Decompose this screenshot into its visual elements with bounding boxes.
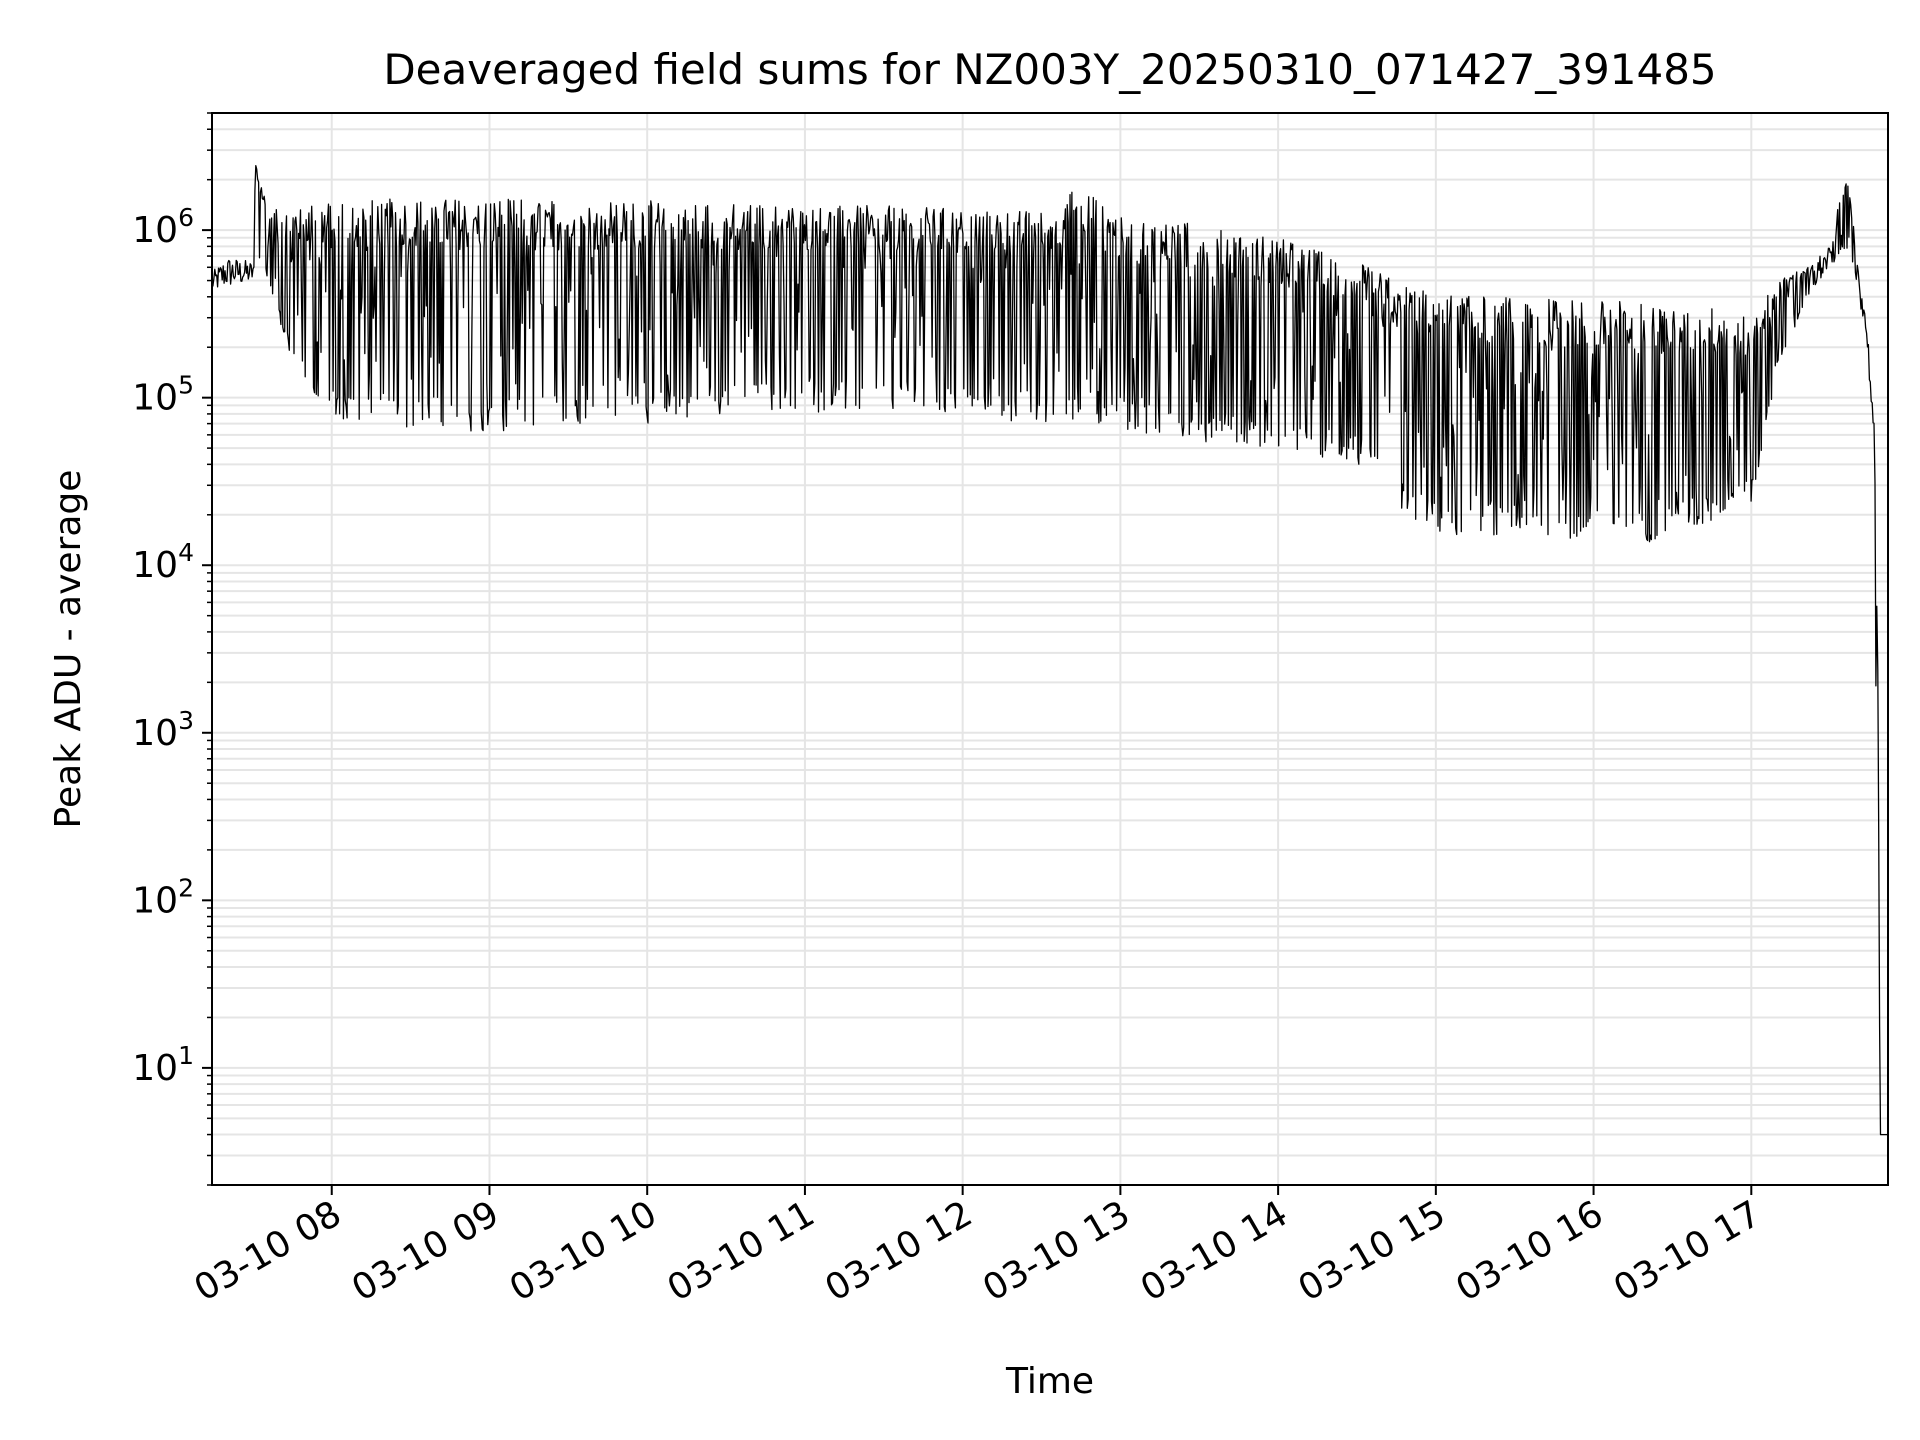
y-axis-label: Peak ADU - average <box>48 470 89 829</box>
y-tick-label-base: 10 <box>132 210 178 251</box>
y-tick-label: 104 <box>132 538 194 586</box>
x-axis-label: Time <box>1005 1361 1094 1402</box>
y-tick-label-exponent: 2 <box>178 873 194 902</box>
y-tick-label: 102 <box>132 873 194 921</box>
y-tick-label: 101 <box>132 1041 194 1089</box>
y-tick-label-exponent: 6 <box>178 203 194 232</box>
y-tick-label: 103 <box>132 706 194 754</box>
y-tick-label-base: 10 <box>132 880 178 921</box>
chart-title: Deaveraged field sums for NZ003Y_2025031… <box>383 45 1716 94</box>
series-trace <box>211 164 1888 1136</box>
axes-frame <box>211 112 1889 1186</box>
y-tick-label-exponent: 3 <box>178 706 194 735</box>
y-tick-label-exponent: 1 <box>178 1041 194 1070</box>
y-tick-label-base: 10 <box>132 378 178 419</box>
y-tick-label-base: 10 <box>132 713 178 754</box>
y-tick-label: 106 <box>132 203 194 251</box>
y-tick-label-exponent: 5 <box>178 371 194 400</box>
series-line <box>211 164 1888 1136</box>
y-tick-label-exponent: 4 <box>178 538 194 567</box>
y-tick-label-base: 10 <box>132 545 178 586</box>
y-tick-label-base: 10 <box>132 1048 178 1089</box>
y-tick-label: 105 <box>132 371 194 419</box>
